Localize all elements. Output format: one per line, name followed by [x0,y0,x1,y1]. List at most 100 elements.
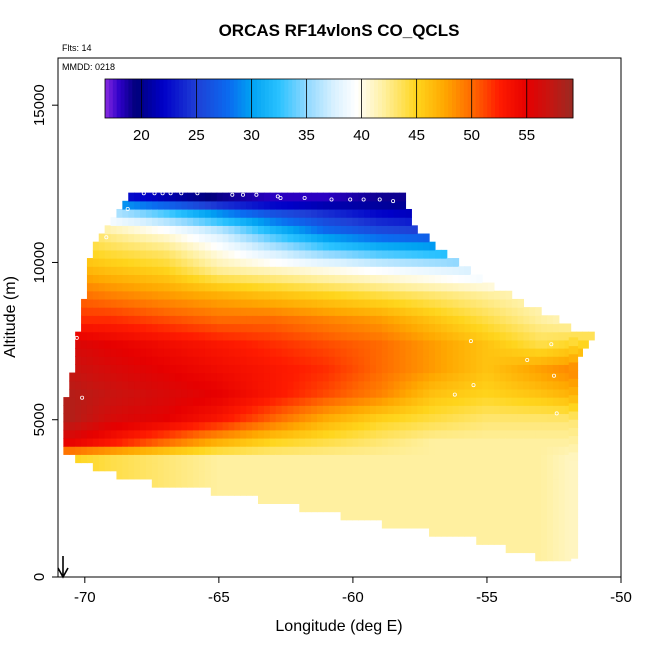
heatmap-cell [429,323,436,333]
heatmap-cell [322,503,330,513]
heatmap-cell [269,437,277,447]
heatmap-cell [258,258,265,267]
heatmap-cell [258,274,265,284]
heatmap-cell [193,429,200,439]
heatmap-cell [434,519,442,529]
heatmap-cell [222,208,230,218]
colorbar-segment [417,79,422,118]
heatmap-cell [187,298,194,308]
heatmap-cell [328,200,336,210]
heatmap-cell [92,339,100,349]
heatmap-cell [145,249,153,259]
heatmap-cell [429,503,436,513]
heatmap-cell [393,241,401,251]
heatmap-cell [517,413,525,423]
heatmap-cell [175,241,182,251]
heatmap-cell [181,217,188,226]
heatmap-cell [122,323,129,333]
heatmap-cell [446,307,454,316]
heatmap-cell [293,364,300,374]
heatmap-cell [311,429,318,439]
heatmap-cell [328,470,336,480]
heatmap-cell [322,478,330,488]
heatmap-cell [535,544,542,554]
heatmap-cell [234,315,241,325]
heatmap-cell [405,307,412,316]
heatmap-cell [163,266,171,276]
heatmap-cell [552,388,560,398]
heatmap-cell [541,446,548,455]
heatmap-cell [381,192,389,202]
heatmap-cell [287,380,294,390]
heatmap-cell [169,307,177,316]
heatmap-cell [181,249,188,259]
heatmap-cell [181,437,188,447]
heatmap-cell [63,421,70,431]
heatmap-cell [488,380,495,390]
heatmap-cell [187,478,194,488]
heatmap-cell [222,258,230,267]
heatmap-cell [122,298,129,308]
heatmap-cell [305,258,312,267]
heatmap-cell [145,241,153,251]
heatmap-cell [240,397,247,406]
colorbar-segment [225,79,231,118]
heatmap-cell [240,298,247,308]
heatmap-cell [210,429,218,439]
heatmap-cell [193,413,200,423]
heatmap-cell [464,339,471,349]
heatmap-cell [375,331,383,341]
heatmap-cell [399,266,407,276]
heatmap-cell [328,241,336,251]
heatmap-cell [488,413,495,423]
heatmap-cell [305,208,312,218]
heatmap-cell [187,397,194,406]
heatmap-cell [157,241,165,251]
heatmap-cell [440,429,448,439]
heatmap-cell [252,437,259,447]
sample-point [549,342,554,347]
heatmap-cell [210,307,218,316]
heatmap-cell [364,446,371,455]
heatmap-cell [358,241,365,251]
heatmap-cell [322,487,330,496]
heatmap-cell [505,511,513,521]
heatmap-cell [140,225,147,235]
heatmap-cell [287,323,294,333]
heatmap-cell [434,372,442,382]
heatmap-cell [505,307,513,316]
heatmap-cell [175,290,182,300]
colorbar-tick-label: 45 [408,127,425,144]
heatmap-cell [458,495,466,504]
heatmap-cell [128,249,135,259]
heatmap-cell [541,429,548,439]
heatmap-cell [558,519,566,529]
heatmap-cell [228,446,236,455]
heatmap-cell [75,364,82,374]
heatmap-cell [110,413,118,423]
heatmap-cell [328,478,336,488]
heatmap-cell [157,478,165,488]
heatmap-cell [358,307,365,316]
heatmap-cell [199,348,206,357]
heatmap-cell [75,437,82,447]
heatmap-cell [328,503,336,513]
heatmap-cell [547,364,554,374]
heatmap-cell [263,446,271,455]
heatmap-cell [187,405,194,415]
heatmap-cell [364,233,371,243]
heatmap-cell [252,241,259,251]
heatmap-cell [346,200,353,210]
heatmap-cell [529,511,536,521]
heatmap-cell [269,208,277,218]
heatmap-cell [434,348,442,357]
heatmap-cell [411,372,418,382]
heatmap-cell [216,405,224,415]
heatmap-cell [440,298,448,308]
heatmap-cell [128,307,135,316]
heatmap-cell [86,323,94,333]
heatmap-cell [476,462,483,472]
heatmap-cell [541,331,548,341]
heatmap-cell [86,339,94,349]
heatmap-cell [305,339,312,349]
